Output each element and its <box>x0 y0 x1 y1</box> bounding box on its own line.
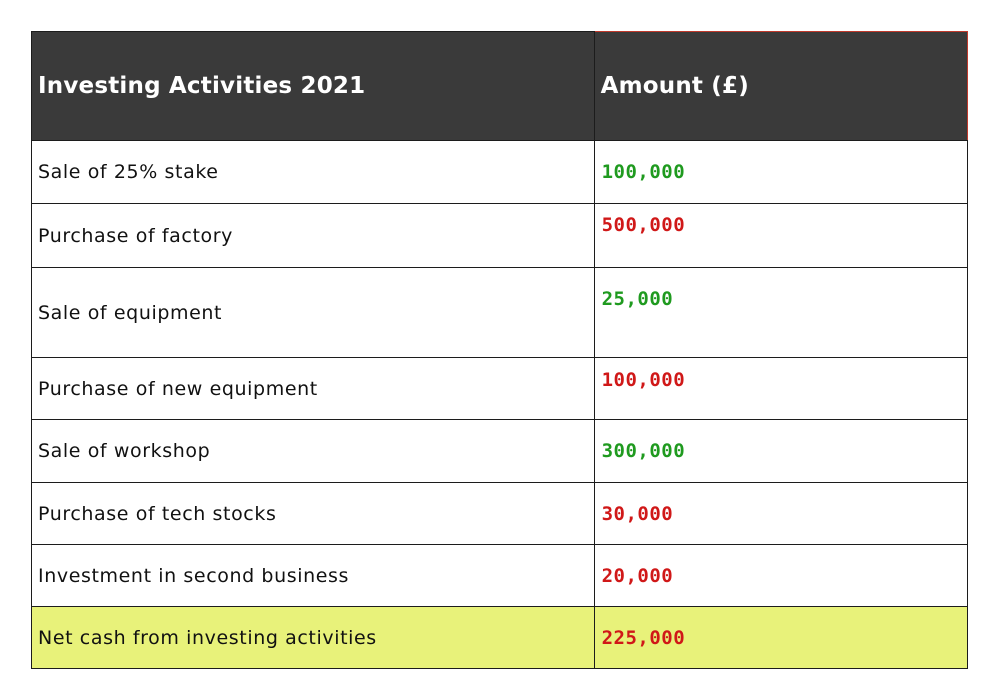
total-amount: 225,000 <box>593 606 969 669</box>
table-row: Purchase of factory 500,000 <box>31 203 969 268</box>
table-row: Sale of workshop 300,000 <box>31 419 969 483</box>
row-amount: 100,000 <box>593 140 969 204</box>
table-header-row: Investing Activities 2021 Amount (£) <box>31 31 969 141</box>
row-amount: 500,000 <box>593 203 969 268</box>
row-amount: 300,000 <box>593 419 969 483</box>
row-amount: 25,000 <box>593 267 969 358</box>
table-row: Purchase of tech stocks 30,000 <box>31 482 969 545</box>
row-label: Purchase of factory <box>31 203 595 268</box>
table-row: Sale of 25% stake 100,000 <box>31 140 969 204</box>
row-label: Investment in second business <box>31 544 595 607</box>
table-row: Investment in second business 20,000 <box>31 544 969 607</box>
row-amount-value: 100,000 <box>601 369 686 391</box>
total-label: Net cash from investing activities <box>31 606 595 669</box>
row-label: Purchase of new equipment <box>31 357 595 420</box>
table-row: Sale of equipment 25,000 <box>31 267 969 358</box>
row-amount: 20,000 <box>593 544 969 607</box>
amount-column-header: Amount (£) <box>593 31 969 141</box>
row-amount-value: 500,000 <box>601 214 686 236</box>
row-label: Sale of 25% stake <box>31 140 595 204</box>
row-label: Sale of equipment <box>31 267 595 358</box>
row-amount: 30,000 <box>593 482 969 545</box>
row-label: Purchase of tech stocks <box>31 482 595 545</box>
total-row: Net cash from investing activities 225,0… <box>31 606 969 669</box>
activity-column-header: Investing Activities 2021 <box>31 31 595 141</box>
row-label: Sale of workshop <box>31 419 595 483</box>
table-row: Purchase of new equipment 100,000 <box>31 357 969 420</box>
row-amount: 100,000 <box>593 357 969 420</box>
investing-activities-table: Investing Activities 2021 Amount (£) Sal… <box>31 31 969 669</box>
row-amount-value: 25,000 <box>601 288 674 310</box>
